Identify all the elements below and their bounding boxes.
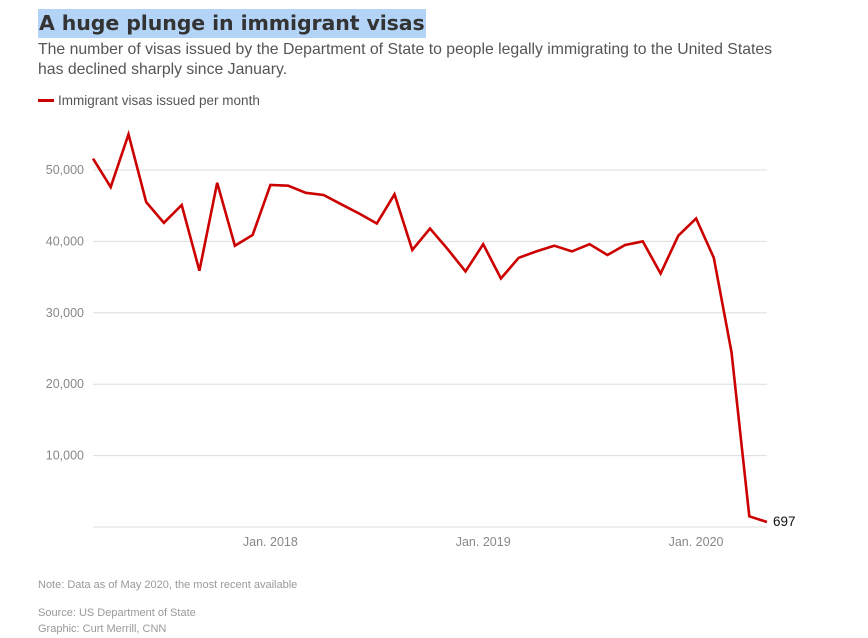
x-tick-label: Jan. 2020 [669, 535, 724, 549]
chart-title: A huge plunge in immigrant visas [38, 9, 426, 38]
chart-credit: Graphic: Curt Merrill, CNN [38, 623, 167, 635]
chart-subtitle: The number of visas issued by the Depart… [38, 41, 773, 78]
y-tick-label: 30,000 [46, 306, 84, 320]
chart-note: Note: Data as of May 2020, the most rece… [38, 579, 298, 591]
x-tick-label: Jan. 2019 [456, 535, 511, 549]
legend-label: Immigrant visas issued per month [58, 93, 260, 108]
y-tick-label: 40,000 [46, 234, 84, 248]
series-line [91, 129, 768, 524]
series-layer [91, 129, 768, 524]
y-tick-label: 10,000 [46, 449, 84, 463]
y-tick-label: 20,000 [46, 377, 84, 391]
y-axis: 10,000 20,000 30,000 40,000 50,000 [46, 163, 84, 463]
y-tick-label: 50,000 [46, 163, 84, 177]
annotation-layer: 697 [773, 514, 796, 529]
x-tick-label: Jan. 2018 [243, 535, 298, 549]
chart-source: Source: US Department of State [38, 607, 196, 619]
legend-swatch [38, 99, 54, 102]
title-wrap: A huge plunge in immigrant visas [38, 9, 426, 38]
legend: Immigrant visas issued per month [38, 93, 260, 108]
x-axis: Jan. 2018 Jan. 2019 Jan. 2020 [243, 535, 724, 549]
end-value-label: 697 [773, 514, 796, 529]
grid-layer [93, 169, 767, 528]
